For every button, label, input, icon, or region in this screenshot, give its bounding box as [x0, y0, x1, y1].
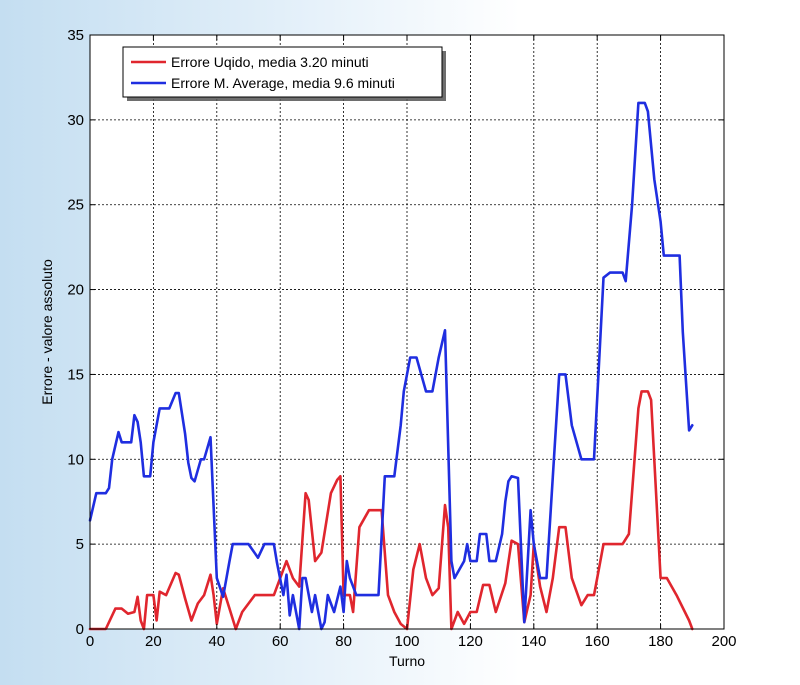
x-tick-label: 140	[521, 633, 546, 650]
y-axis-label: Errore - valore assoluto	[39, 259, 55, 405]
y-tick-label: 30	[67, 112, 84, 129]
legend-label-uqido: Errore Uqido, media 3.20 minuti	[171, 54, 369, 70]
y-tick-label: 0	[76, 621, 84, 638]
x-tick-label: 200	[711, 633, 736, 650]
x-tick-label: 160	[585, 633, 610, 650]
tick-labels: 0 20 40 60 80 100 120 140 160 180 200 0 5 10 15 20 25 30 3…	[67, 27, 736, 650]
x-tick-label: 60	[272, 633, 289, 650]
axis-ticks	[89, 34, 725, 630]
x-tick-label: 20	[145, 633, 162, 650]
y-tick-label: 15	[67, 366, 84, 383]
series-lines	[88, 101, 694, 631]
grid-lines	[90, 35, 724, 629]
x-tick-label: 80	[335, 633, 352, 650]
y-tick-label: 25	[67, 197, 84, 214]
x-tick-label: 40	[208, 633, 225, 650]
legend: Errore Uqido, media 3.20 minuti Errore M…	[122, 46, 446, 101]
legend-box	[122, 46, 443, 98]
y-tick-label: 20	[67, 282, 84, 299]
x-tick-label: 120	[458, 633, 483, 650]
series-line-uqido	[88, 390, 694, 631]
y-tick-label: 10	[67, 451, 84, 468]
x-tick-label: 0	[86, 633, 94, 650]
x-tick-label: 100	[394, 633, 419, 650]
y-tick-label: 5	[76, 536, 84, 553]
legend-label-moving-average: Errore M. Average, media 9.6 minuti	[171, 75, 395, 91]
x-axis-label: Turno	[389, 653, 425, 669]
y-tick-label: 35	[67, 27, 84, 44]
series-line-moving-average	[88, 101, 694, 631]
x-tick-label: 180	[648, 633, 673, 650]
